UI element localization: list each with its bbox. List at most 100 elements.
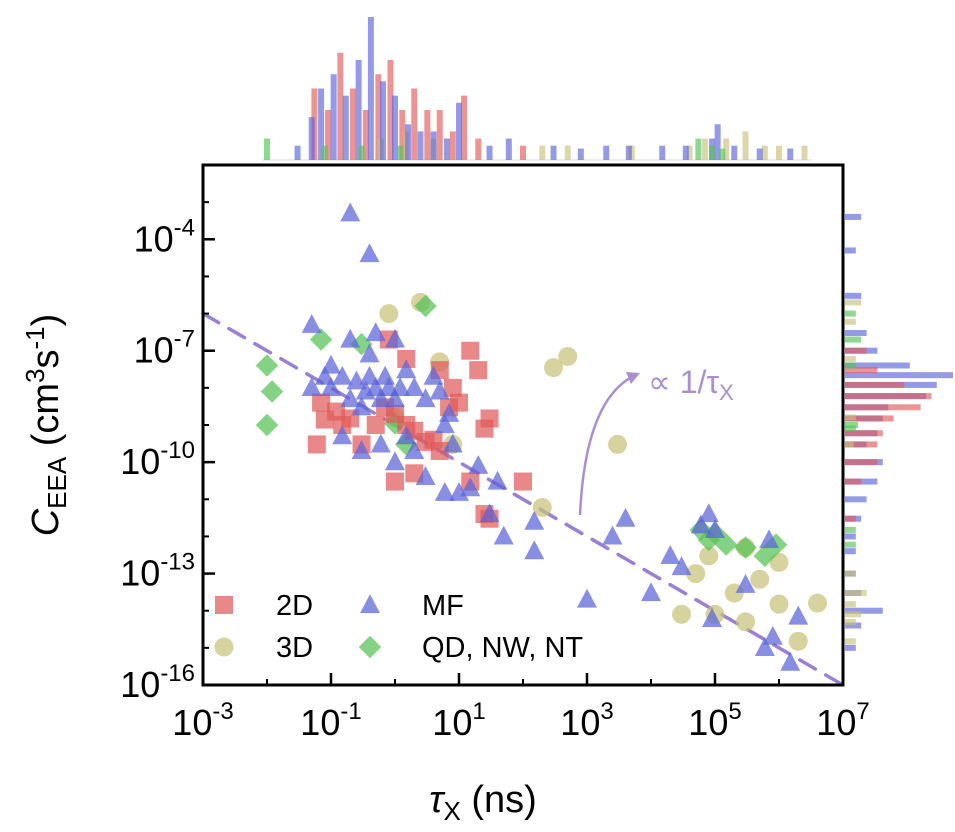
histogram-bar bbox=[682, 145, 689, 160]
legend-item: QD, NW, NT bbox=[358, 632, 583, 664]
data-point-triangle bbox=[788, 605, 809, 625]
histogram-bar bbox=[845, 329, 867, 336]
x-tick-label: 105 bbox=[688, 698, 741, 743]
data-point-triangle bbox=[759, 529, 780, 549]
legend-label: 2D bbox=[276, 590, 313, 622]
right-histogram-series bbox=[845, 347, 932, 522]
y-tick-label: 10-16 bbox=[120, 660, 195, 705]
histogram-bar bbox=[845, 355, 856, 362]
histogram-bar bbox=[845, 247, 856, 254]
histogram-bar bbox=[845, 381, 905, 388]
histogram-bar bbox=[787, 148, 794, 160]
histogram-bar bbox=[845, 459, 878, 466]
top-histogram-series bbox=[264, 138, 726, 160]
data-point-diamond bbox=[734, 536, 757, 559]
data-point-triangle bbox=[332, 365, 353, 385]
y-tick-label: 10-13 bbox=[120, 549, 195, 594]
histogram-bar bbox=[845, 336, 862, 343]
data-point-triangle bbox=[468, 454, 489, 474]
data-point-square bbox=[480, 409, 499, 428]
data-point-square bbox=[397, 349, 416, 368]
series-triangle bbox=[301, 202, 809, 671]
y-tick-label: 10-7 bbox=[134, 326, 195, 371]
data-point-triangle bbox=[690, 514, 711, 534]
histogram-bar bbox=[845, 415, 894, 422]
data-point-triangle bbox=[321, 354, 341, 374]
data-point-triangle bbox=[301, 377, 322, 396]
histogram-bar bbox=[845, 318, 856, 325]
histogram-bar bbox=[845, 362, 910, 369]
histogram-bar bbox=[761, 145, 768, 160]
histogram-bar bbox=[686, 145, 693, 160]
data-point-triangle bbox=[493, 525, 514, 545]
data-point-triangle bbox=[434, 414, 455, 434]
annotation-label: ∝ 1/τX bbox=[648, 364, 734, 405]
data-point-square bbox=[469, 361, 488, 380]
data-points bbox=[255, 202, 828, 671]
data-point-square bbox=[366, 416, 385, 434]
legend-marker bbox=[360, 594, 380, 614]
data-point-triangle bbox=[404, 440, 425, 460]
data-point-triangle bbox=[351, 440, 372, 460]
histogram-bar bbox=[845, 515, 856, 522]
histogram-bar bbox=[486, 145, 493, 160]
histogram-bar bbox=[731, 145, 738, 160]
data-point-circle bbox=[608, 434, 628, 454]
data-point-triangle bbox=[396, 425, 417, 445]
data-point-triangle bbox=[301, 313, 322, 333]
histogram-bar bbox=[505, 138, 512, 160]
histogram-bar bbox=[845, 393, 932, 400]
histogram-bar bbox=[430, 131, 437, 160]
histogram-bar bbox=[845, 607, 883, 614]
histogram-bar bbox=[520, 145, 526, 160]
histogram-bar bbox=[714, 124, 721, 160]
histogram-bar bbox=[776, 145, 782, 160]
data-point-triangle bbox=[762, 625, 783, 645]
legend-marker bbox=[358, 635, 382, 659]
data-point-triangle bbox=[660, 545, 681, 564]
legend-marker bbox=[214, 637, 234, 657]
histogram-bar bbox=[399, 109, 406, 160]
top-histogram-series bbox=[294, 17, 794, 160]
histogram-bar bbox=[387, 59, 394, 160]
histogram-bar bbox=[845, 618, 856, 625]
histogram-bar bbox=[362, 109, 369, 160]
histogram-bar bbox=[709, 145, 716, 160]
histogram-bar bbox=[845, 611, 862, 618]
x-tick-label: 10-1 bbox=[300, 698, 361, 743]
histogram-bar bbox=[397, 145, 404, 160]
data-point-triangle bbox=[365, 322, 386, 342]
data-point-triangle bbox=[460, 477, 481, 497]
data-point-diamond bbox=[715, 533, 738, 556]
histogram-bar bbox=[845, 441, 878, 448]
data-point-triangle bbox=[735, 573, 756, 593]
histogram-bar bbox=[355, 59, 362, 160]
legend-marker bbox=[215, 596, 233, 614]
histogram-bar bbox=[550, 145, 557, 160]
data-point-triangle bbox=[780, 651, 801, 671]
data-point-square bbox=[461, 341, 480, 360]
histogram-bar bbox=[367, 17, 374, 160]
data-point-triangle bbox=[434, 481, 455, 501]
histogram-bar bbox=[321, 145, 328, 160]
histogram-bar bbox=[801, 145, 808, 160]
data-point-triangle bbox=[314, 365, 335, 385]
data-point-triangle bbox=[524, 540, 545, 560]
legend: 2D MF 3D QD, NW, NT bbox=[214, 590, 583, 664]
data-point-triangle bbox=[321, 377, 341, 396]
histogram-bar bbox=[845, 414, 856, 421]
histogram-bar bbox=[475, 138, 482, 160]
histogram-bar bbox=[392, 95, 398, 160]
histogram-bar bbox=[461, 95, 468, 160]
y-axis-ticks: 10-16 10-13 10-10 10-7 10-4 bbox=[120, 164, 215, 705]
data-point-circle bbox=[788, 631, 808, 651]
data-point-square bbox=[307, 435, 326, 454]
legend-label: MF bbox=[422, 590, 464, 622]
histogram-bar bbox=[411, 88, 418, 160]
right-histogram bbox=[845, 213, 953, 651]
data-point-square bbox=[386, 472, 404, 491]
histogram-bar bbox=[444, 138, 451, 160]
histogram-bar bbox=[405, 124, 412, 160]
histogram-bar bbox=[845, 496, 867, 503]
